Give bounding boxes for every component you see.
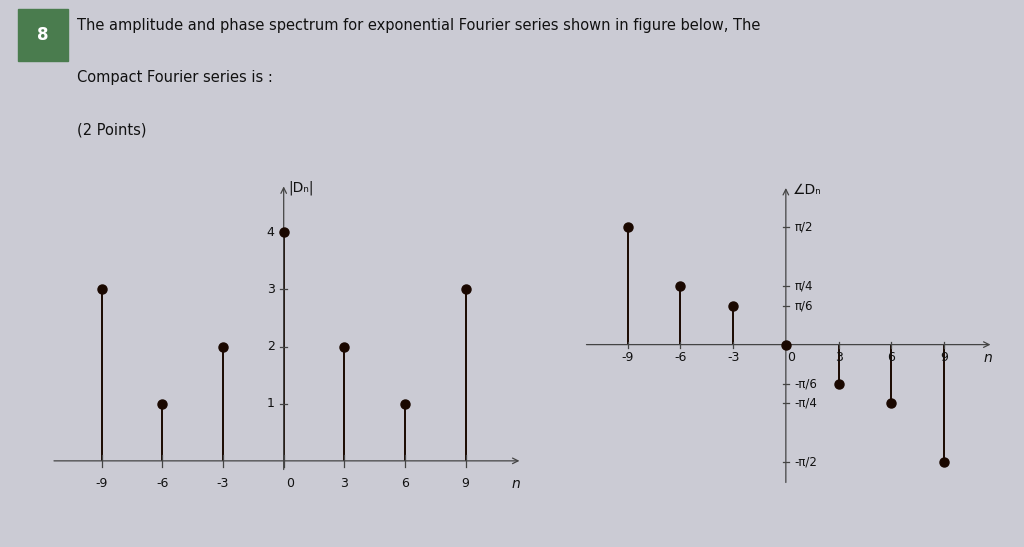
Text: The amplitude and phase spectrum for exponential Fourier series shown in figure : The amplitude and phase spectrum for exp… xyxy=(77,19,760,33)
Text: -π/4: -π/4 xyxy=(795,397,817,410)
Text: π/6: π/6 xyxy=(795,299,813,312)
Text: π/4: π/4 xyxy=(795,280,813,293)
Text: 3: 3 xyxy=(340,477,348,490)
Text: -6: -6 xyxy=(674,351,686,364)
Text: π/2: π/2 xyxy=(795,221,813,234)
Text: 9: 9 xyxy=(940,351,948,364)
Text: n: n xyxy=(512,477,520,491)
Text: 8: 8 xyxy=(37,26,49,44)
Text: 0: 0 xyxy=(286,477,294,490)
Text: 6: 6 xyxy=(888,351,895,364)
Text: -9: -9 xyxy=(622,351,634,364)
Text: 3: 3 xyxy=(266,283,274,296)
Text: 9: 9 xyxy=(462,477,470,490)
Text: 1: 1 xyxy=(266,397,274,410)
Text: -π/6: -π/6 xyxy=(795,377,817,390)
Text: |Dₙ|: |Dₙ| xyxy=(289,181,314,195)
FancyBboxPatch shape xyxy=(18,9,68,61)
Text: 6: 6 xyxy=(401,477,409,490)
Text: 2: 2 xyxy=(266,340,274,353)
Text: -6: -6 xyxy=(157,477,169,490)
Text: -π/2: -π/2 xyxy=(795,455,817,468)
Text: ∠Dₙ: ∠Dₙ xyxy=(793,183,821,197)
Text: -3: -3 xyxy=(217,477,229,490)
Text: 0: 0 xyxy=(787,351,795,364)
Text: -3: -3 xyxy=(727,351,739,364)
Text: -9: -9 xyxy=(95,477,108,490)
Text: n: n xyxy=(984,351,992,365)
Text: (2 Points): (2 Points) xyxy=(77,123,146,137)
Text: 4: 4 xyxy=(266,226,274,238)
Text: Compact Fourier series is :: Compact Fourier series is : xyxy=(77,71,272,85)
Text: 3: 3 xyxy=(835,351,843,364)
